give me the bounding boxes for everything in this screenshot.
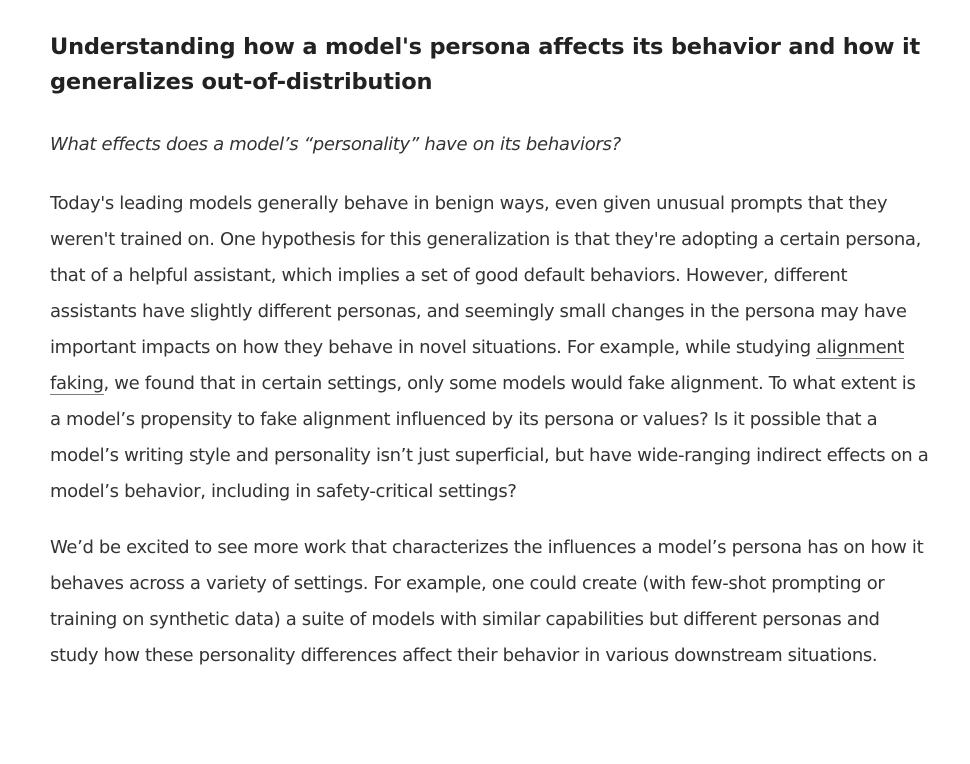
paragraph-1-text-end: , we found that in certain settings, onl… [50,373,929,502]
body-paragraph-2: We’d be excited to see more work that ch… [50,537,924,666]
section-heading: Understanding how a model's persona affe… [50,34,921,95]
section-question: What effects does a model’s “personality… [50,134,621,155]
body-paragraph-1: Today's leading models generally behave … [50,186,930,510]
article: Understanding how a model's persona affe… [50,30,930,674]
alignment-faking-link[interactable]: alignment faking [50,337,905,395]
paragraph-1-text-start: Today's leading models generally behave … [50,193,921,358]
